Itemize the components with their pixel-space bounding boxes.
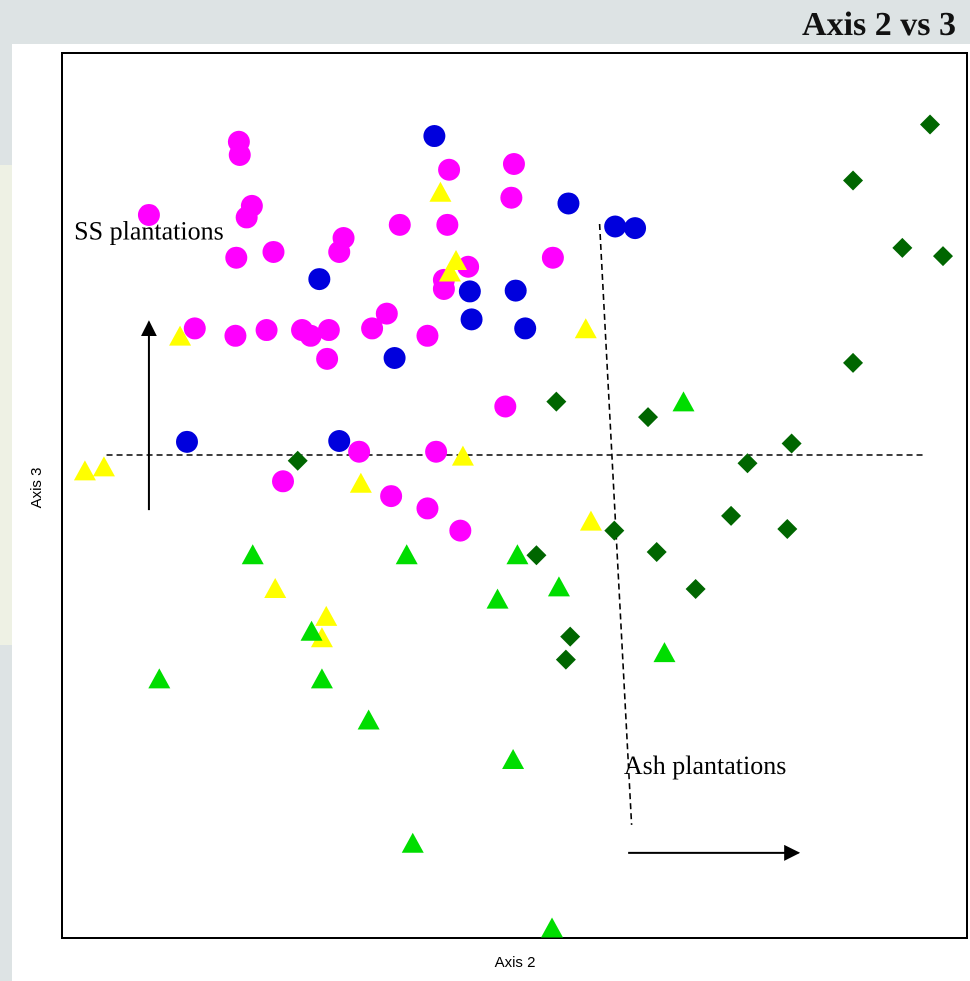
point-light_green-triangle-3 (506, 544, 529, 565)
point-yellow-triangle-12 (310, 627, 333, 648)
point-yellow-triangle-8 (451, 445, 474, 466)
point-blue-circle-4 (308, 268, 331, 291)
point-blue-circle-5 (458, 280, 481, 303)
point-light_green-triangle-2 (395, 544, 418, 565)
point-magenta-circle-34 (449, 519, 472, 542)
point-blue-circle-3 (624, 217, 647, 240)
point-magenta-circle-30 (425, 440, 448, 463)
point-yellow-triangle-6 (92, 456, 115, 477)
annotations: SS plantations Ash plantations (74, 217, 786, 780)
point-magenta-circle-9 (436, 213, 459, 236)
point-dark_green-diamond-11 (777, 518, 798, 539)
point-magenta-circle-13 (225, 246, 248, 269)
point-dark_green-diamond-2 (892, 237, 913, 258)
point-dark_green-diamond-9 (287, 450, 308, 471)
point-magenta-circle-2 (502, 153, 525, 176)
x-axis-label: Axis 2 (495, 954, 536, 971)
point-magenta-circle-27 (316, 347, 339, 370)
point-yellow-triangle-2 (438, 261, 461, 282)
ordination-scatter-chart: SS plantations Ash plantations Axis 2 Axi… (28, 52, 968, 971)
point-yellow-triangle-10 (264, 577, 287, 598)
point-yellow-triangle-4 (574, 318, 597, 339)
point-dark_green-diamond-16 (560, 626, 581, 647)
point-light_green-triangle-9 (310, 668, 333, 689)
point-dark_green-diamond-5 (546, 391, 567, 412)
annotation-ash-plantations: Ash plantations (624, 751, 787, 780)
point-light_green-triangle-13 (541, 917, 564, 938)
point-yellow-triangle-7 (349, 472, 372, 493)
figure-panel: SS plantations Ash plantations Axis 2 Axi… (12, 44, 970, 981)
point-yellow-triangle-0 (429, 181, 452, 202)
point-dark_green-diamond-0 (920, 114, 941, 135)
point-magenta-circle-8 (388, 213, 411, 236)
point-magenta-circle-15 (457, 255, 480, 278)
y-axis-label: Axis 3 (28, 468, 45, 509)
point-dark_green-diamond-1 (843, 170, 864, 191)
point-light_green-triangle-8 (148, 668, 171, 689)
plot-frame (61, 52, 968, 939)
page-title: Axis 2 vs 3 (802, 6, 956, 43)
point-light_green-triangle-0 (672, 391, 695, 412)
point-magenta-circle-33 (416, 497, 439, 520)
point-magenta-circle-25 (361, 317, 384, 340)
point-light_green-triangle-6 (300, 620, 323, 641)
point-magenta-circle-24 (299, 324, 322, 347)
point-dark_green-diamond-12 (526, 545, 547, 566)
point-magenta-circle-12 (328, 240, 351, 263)
point-light_green-triangle-4 (486, 588, 509, 609)
point-blue-circle-2 (604, 215, 627, 238)
point-magenta-circle-3 (438, 158, 461, 181)
point-magenta-circle-11 (262, 240, 285, 263)
point-light_green-triangle-12 (401, 832, 424, 853)
point-magenta-circle-18 (375, 302, 398, 325)
point-light_green-triangle-11 (502, 748, 525, 769)
point-blue-circle-8 (514, 317, 537, 340)
point-magenta-circle-4 (500, 186, 523, 209)
point-dark_green-diamond-7 (781, 433, 802, 454)
point-dark_green-diamond-15 (685, 578, 706, 599)
point-magenta-circle-26 (416, 324, 439, 347)
point-magenta-circle-22 (317, 319, 340, 342)
point-blue-circle-11 (328, 430, 351, 453)
point-magenta-circle-32 (380, 485, 403, 508)
point-magenta-circle-23 (224, 324, 247, 347)
point-yellow-triangle-3 (169, 325, 192, 346)
point-light_green-triangle-10 (357, 709, 380, 730)
point-dark_green-diamond-8 (737, 453, 758, 474)
point-magenta-circle-7 (235, 206, 258, 229)
point-light_green-triangle-7 (653, 642, 676, 663)
point-yellow-triangle-11 (315, 605, 338, 626)
point-blue-circle-9 (383, 346, 406, 369)
point-magenta-circle-6 (137, 203, 160, 226)
data-points (73, 114, 953, 938)
point-light_green-triangle-1 (241, 544, 264, 565)
point-blue-circle-6 (504, 279, 527, 302)
point-dark_green-diamond-13 (604, 520, 625, 541)
point-dark_green-diamond-17 (555, 649, 576, 670)
point-blue-circle-0 (423, 125, 446, 148)
point-dark_green-diamond-6 (638, 407, 659, 428)
point-blue-circle-10 (175, 430, 198, 453)
point-dark_green-diamond-10 (721, 505, 742, 526)
point-magenta-circle-19 (183, 317, 206, 340)
point-dark_green-diamond-14 (646, 541, 667, 562)
point-magenta-circle-1 (228, 143, 251, 166)
point-light_green-triangle-5 (547, 576, 570, 597)
annotation-ss-plantations: SS plantations (74, 217, 224, 246)
point-dark_green-diamond-4 (843, 352, 864, 373)
point-magenta-circle-28 (494, 395, 517, 418)
point-magenta-circle-31 (272, 470, 295, 493)
point-blue-circle-7 (460, 308, 483, 331)
point-magenta-circle-14 (541, 246, 564, 269)
point-magenta-circle-17 (432, 277, 455, 300)
point-yellow-triangle-9 (579, 510, 602, 531)
point-magenta-circle-29 (348, 440, 371, 463)
point-dark_green-diamond-3 (933, 246, 953, 267)
point-blue-circle-1 (557, 192, 580, 215)
point-yellow-triangle-5 (73, 460, 96, 481)
point-magenta-circle-20 (255, 319, 278, 342)
